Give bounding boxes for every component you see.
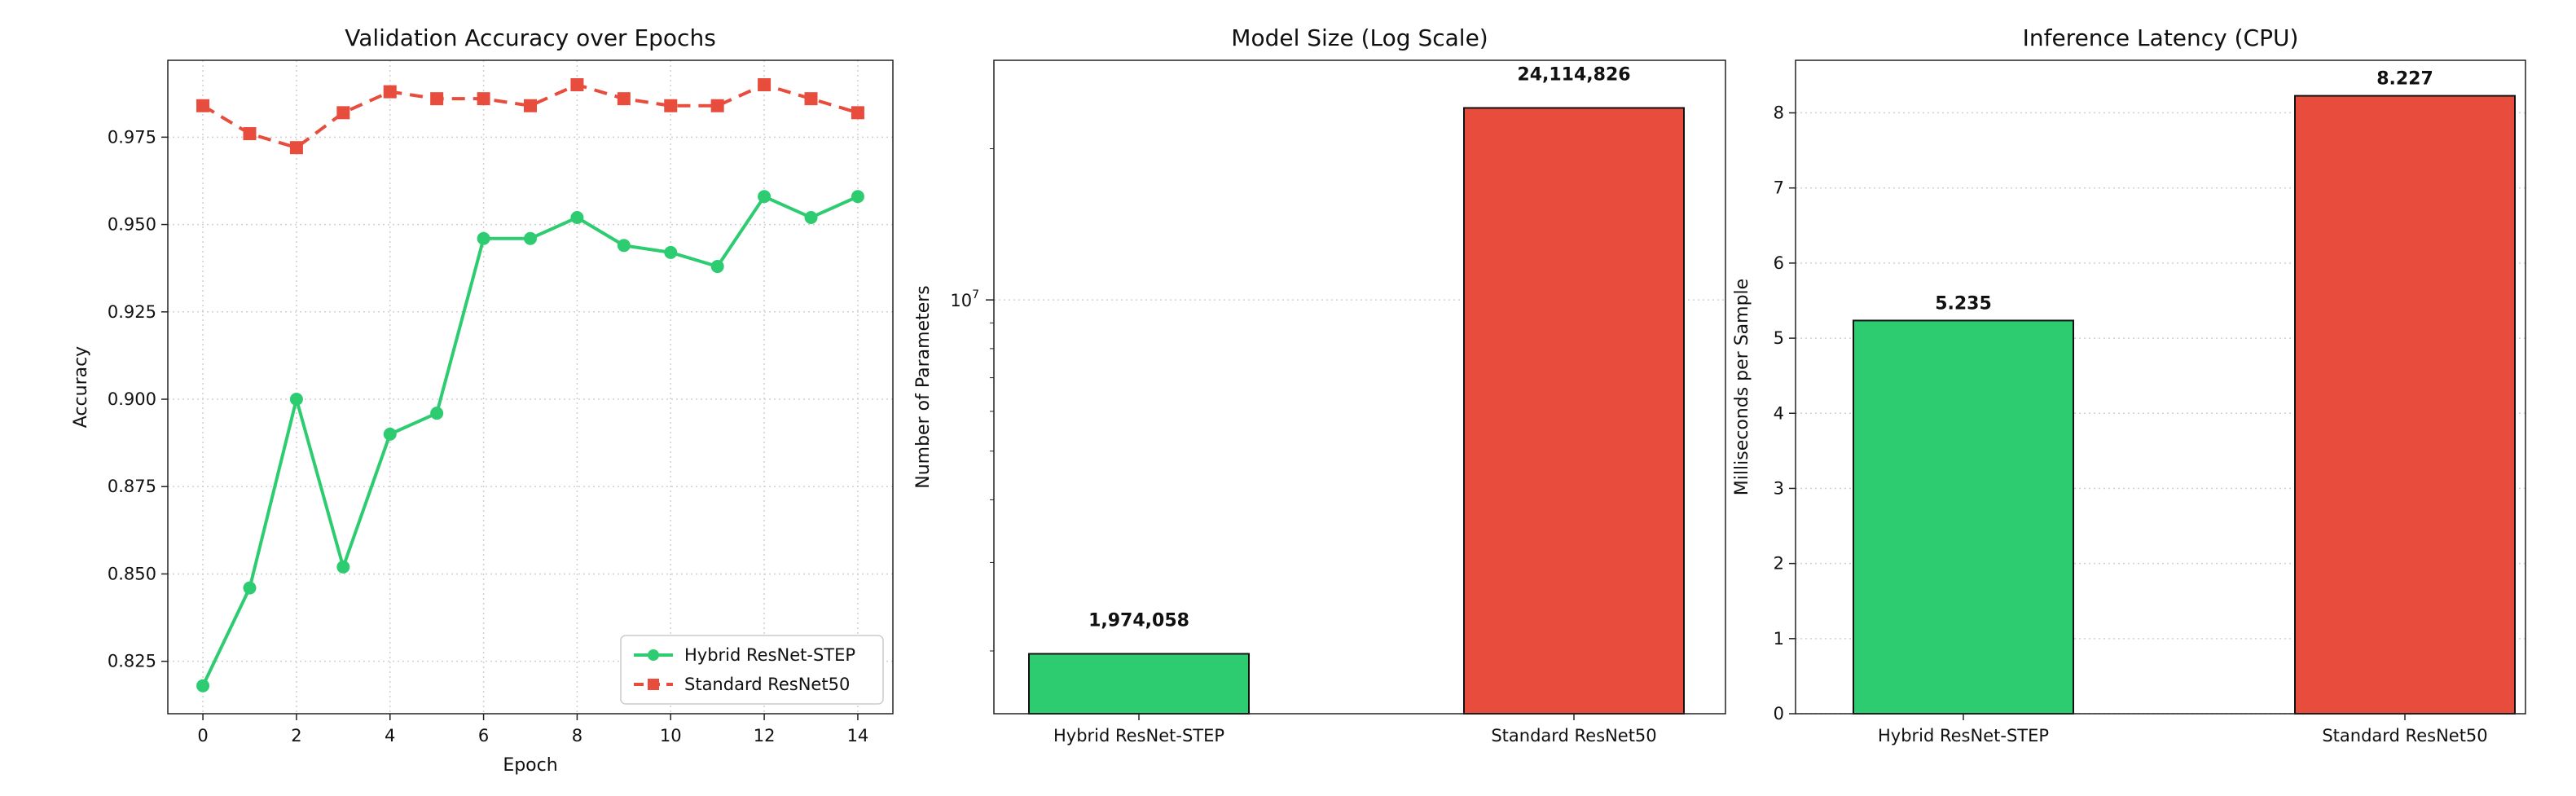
x-tick-label: Standard ResNet50: [1491, 726, 1656, 745]
chart-title: Inference Latency (CPU): [2023, 24, 2299, 51]
series-point-1: [758, 78, 771, 92]
series-point-1: [570, 78, 584, 92]
plot-frame: [167, 59, 894, 715]
chart-title: Validation Accuracy over Epochs: [345, 24, 716, 51]
y-tick-label: 1: [1774, 629, 1784, 649]
y-tick-label: 0.850: [108, 564, 156, 583]
chart-title: Model Size (Log Scale): [1231, 24, 1488, 51]
latency-chart: 5.235 Hybrid ResNet-STEP 8.227 Standard Res…: [1732, 24, 2526, 745]
bar-0: [1028, 653, 1250, 715]
x-tick-label: Hybrid ResNet-STEP: [1878, 726, 2049, 745]
series-point-0: [617, 239, 631, 253]
y-axis-label: Number of Parameters: [913, 285, 934, 489]
y-tick-label: 0: [1774, 704, 1784, 723]
series-point-0: [196, 679, 210, 693]
bar-0: [1853, 319, 2074, 715]
series-point-1: [524, 99, 537, 112]
bar-1: [2294, 95, 2516, 715]
series-point-1: [336, 106, 350, 120]
x-tick-label: 6: [478, 726, 489, 745]
series-point-0: [477, 231, 490, 245]
bar-value-label-1: 24,114,826: [1517, 64, 1630, 85]
series-point-0: [383, 427, 397, 441]
y-axis-label: Milliseconds per Sample: [1732, 279, 1752, 495]
series-point-1: [383, 85, 397, 99]
series-point-0: [758, 190, 771, 204]
y-tick-label: 6: [1774, 253, 1784, 273]
series-point-1: [243, 127, 257, 141]
plot-frame: [1795, 59, 2526, 715]
bar-1: [1463, 107, 1685, 715]
series-point-1: [664, 99, 678, 112]
legend-label-0: Hybrid ResNet-STEP: [684, 645, 855, 665]
y-tick-label: 2: [1774, 554, 1784, 574]
series-point-0: [570, 210, 584, 224]
x-tick-label: 4: [385, 726, 395, 745]
x-tick-label: 8: [572, 726, 582, 745]
series-point-0: [289, 393, 303, 407]
y-tick-label: 0.925: [108, 302, 156, 322]
series-point-1: [617, 92, 631, 106]
y-tick-label: 0.950: [108, 215, 156, 235]
legend-marker-1: [648, 679, 659, 690]
y-tick-label: 7: [1774, 178, 1784, 198]
series-point-1: [851, 106, 864, 120]
plot-frame: [993, 59, 1726, 715]
y-tick-label: 0.900: [108, 389, 156, 409]
model-size-chart: 1,974,058 Hybrid ResNet-STEP 24,114,826 Sta…: [913, 24, 1726, 745]
x-tick-label: 0: [197, 726, 208, 745]
series-point-1: [430, 92, 444, 106]
bar-value-label-0: 1,974,058: [1088, 610, 1189, 631]
x-axis-label: Epoch: [503, 755, 557, 776]
x-tick-label: 2: [291, 726, 301, 745]
series-point-0: [804, 210, 818, 224]
y-tick-label: 8: [1774, 103, 1784, 123]
x-tick-label: 12: [754, 726, 776, 745]
bar-value-label-1: 8.227: [2376, 69, 2433, 90]
series-point-1: [477, 92, 490, 106]
series-point-0: [430, 407, 444, 420]
series-line-0: [201, 194, 859, 687]
series-point-0: [851, 190, 864, 204]
series-point-0: [243, 581, 257, 595]
x-tick-label: Hybrid ResNet-STEP: [1053, 726, 1224, 745]
bar-value-label-0: 5.235: [1935, 293, 1992, 314]
y-tick-label: 4: [1774, 403, 1784, 423]
y-tick-label: 0.975: [108, 127, 156, 147]
series-point-1: [196, 99, 210, 112]
series-point-1: [289, 141, 303, 155]
legend-box: [620, 635, 884, 705]
series-point-0: [336, 560, 350, 574]
series-point-1: [804, 92, 818, 106]
x-tick-label: 10: [660, 726, 682, 745]
x-tick-label: Standard ResNet50: [2322, 726, 2487, 745]
y-tick-label: 3: [1774, 478, 1784, 498]
legend-marker-0: [648, 649, 659, 661]
accuracy-chart: 0 2 4 6 8 10 12 14 0.825 0.850 0.875 0.900 0.925 0.95…: [71, 24, 894, 776]
series-point-0: [710, 260, 724, 274]
series-point-0: [524, 231, 537, 245]
y-tick-label: 5: [1774, 328, 1784, 348]
y-major-tick-label: 107: [950, 288, 979, 310]
y-tick-label: 0.875: [108, 477, 156, 496]
series-point-1: [710, 99, 724, 112]
y-axis-label: Accuracy: [71, 346, 91, 428]
legend-label-1: Standard ResNet50: [684, 675, 850, 694]
series-line-1: [202, 82, 859, 150]
y-tick-label: 0.825: [108, 652, 156, 671]
x-tick-label: 14: [847, 726, 869, 745]
series-point-0: [664, 245, 678, 259]
